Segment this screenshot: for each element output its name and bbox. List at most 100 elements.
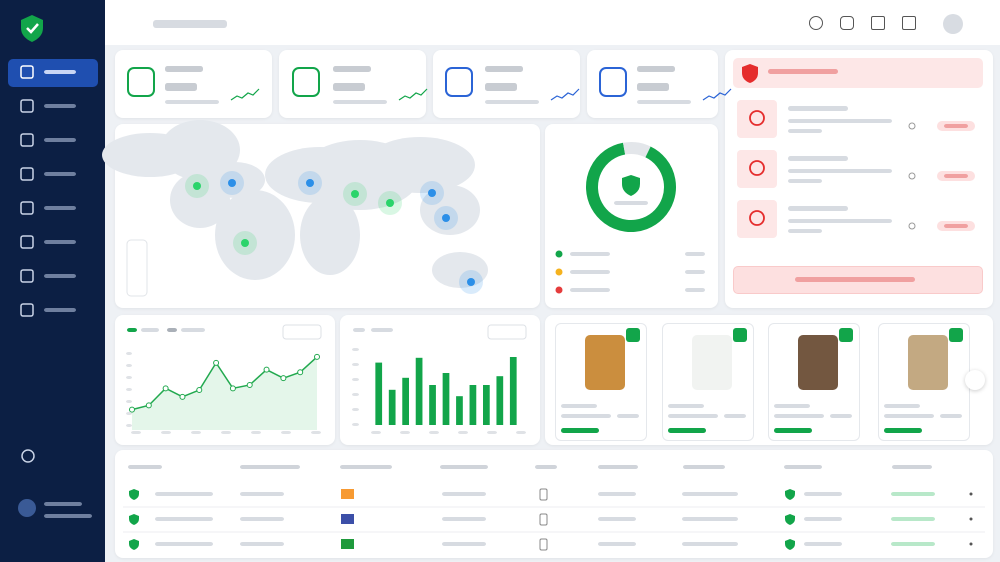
bar <box>429 385 436 425</box>
placeholder-text <box>165 66 203 72</box>
verified-badge <box>733 328 747 342</box>
location-icon <box>908 172 916 180</box>
bar <box>415 357 423 425</box>
row-menu[interactable] <box>969 517 973 521</box>
nav-icon <box>20 303 34 317</box>
nav-icon <box>20 269 34 283</box>
map-point <box>442 214 450 222</box>
download-icon[interactable] <box>871 16 885 30</box>
bar <box>442 373 450 425</box>
placeholder-text <box>598 542 636 546</box>
stat-icon <box>292 67 320 97</box>
line-area <box>132 356 317 430</box>
placeholder-text <box>804 492 842 496</box>
device-icon <box>539 513 548 526</box>
line-point <box>179 393 186 400</box>
next-button[interactable] <box>965 370 985 390</box>
shield-icon <box>129 489 139 500</box>
placeholder-text <box>442 517 486 521</box>
map-point <box>306 179 314 187</box>
alert-icon <box>749 210 765 226</box>
bar <box>388 389 396 425</box>
alert-icon-box <box>737 200 777 238</box>
donut-card <box>545 124 718 308</box>
axis-label <box>352 408 359 411</box>
product-bar <box>668 428 706 433</box>
bar <box>483 385 490 425</box>
table-header <box>683 465 725 469</box>
placeholder-text <box>141 328 159 332</box>
product-image <box>585 335 625 390</box>
table-header <box>240 465 300 469</box>
placeholder-text <box>685 270 705 274</box>
bell-icon[interactable] <box>840 16 854 30</box>
nav-label <box>44 308 76 312</box>
line-point <box>213 359 220 366</box>
placeholder-text <box>561 404 597 408</box>
placeholder-text <box>788 169 892 173</box>
search-icon[interactable] <box>809 16 823 30</box>
placeholder-text <box>891 542 935 546</box>
location-icon <box>908 222 916 230</box>
calendar-icon[interactable] <box>902 16 916 30</box>
row-menu[interactable] <box>969 542 973 546</box>
product-bar <box>774 428 812 433</box>
axis-label <box>126 400 132 403</box>
axis-label <box>429 431 439 434</box>
product-image <box>908 335 948 390</box>
product-image <box>798 335 838 390</box>
map-land <box>365 137 475 193</box>
device-icon <box>539 538 548 551</box>
alert-shield <box>742 64 758 83</box>
placeholder-text <box>127 328 137 332</box>
alerts-button[interactable] <box>733 266 983 294</box>
bar <box>402 377 409 425</box>
placeholder-text <box>788 229 822 233</box>
shield-icon <box>129 539 139 550</box>
axis-label <box>161 431 171 434</box>
line-point <box>280 375 287 382</box>
donut-shield <box>622 175 640 196</box>
sparkline <box>702 88 732 101</box>
placeholder-text <box>570 288 610 292</box>
placeholder-text <box>155 492 213 496</box>
donut-segment <box>586 142 676 232</box>
map-zoom <box>126 239 148 297</box>
nav-icon <box>20 201 34 215</box>
table-header <box>340 465 392 469</box>
line-point <box>246 381 253 388</box>
table-header <box>128 465 162 469</box>
axis-label <box>352 363 359 366</box>
placeholder-text <box>774 414 824 418</box>
placeholder-text <box>682 542 738 546</box>
placeholder-text <box>485 100 539 104</box>
placeholder-text <box>44 514 92 518</box>
shield-icon <box>785 514 795 525</box>
line-point <box>229 385 236 392</box>
nav-label <box>44 104 76 108</box>
help-icon <box>21 449 35 463</box>
table-header <box>892 465 932 469</box>
logo-check <box>26 23 39 34</box>
table-header <box>784 465 822 469</box>
stat-icon <box>599 67 627 97</box>
placeholder-text <box>167 328 177 332</box>
placeholder-text <box>685 288 705 292</box>
table-header <box>535 465 557 469</box>
axis-label <box>126 412 132 415</box>
flag <box>341 514 354 524</box>
axis-label <box>251 431 261 434</box>
legend-dot <box>555 250 563 258</box>
placeholder-text <box>682 517 738 521</box>
nav-icon <box>20 235 34 249</box>
placeholder-text <box>724 414 746 418</box>
alert-icon-box <box>737 150 777 188</box>
axis-label <box>221 431 231 434</box>
avatar[interactable] <box>943 14 963 34</box>
row-menu[interactable] <box>969 492 973 496</box>
line-point <box>162 385 169 392</box>
placeholder-text <box>485 66 523 72</box>
axis-label <box>281 431 291 434</box>
device-icon <box>539 488 548 501</box>
